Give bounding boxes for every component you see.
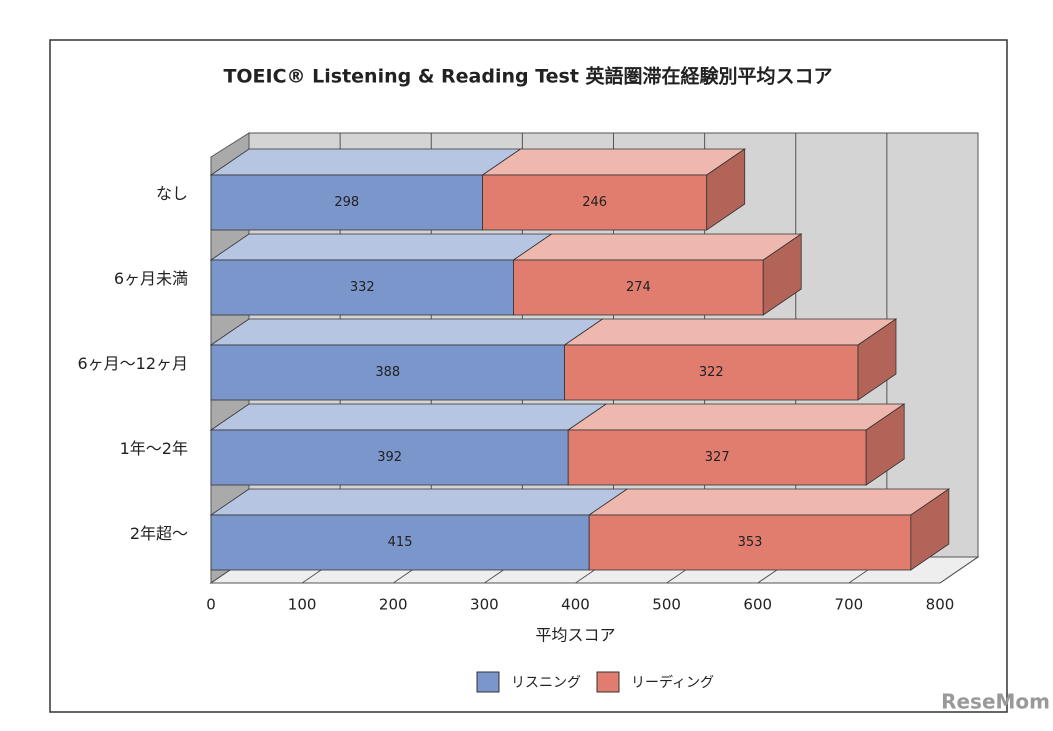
bar-top bbox=[512, 233, 803, 261]
chart-title: TOEIC® Listening & Reading Test 英語圏滞在経験別… bbox=[223, 65, 832, 88]
x-tick-label: 100 bbox=[288, 596, 317, 614]
bar-top bbox=[209, 318, 604, 346]
bar-side bbox=[857, 318, 897, 401]
legend-label: リーディング bbox=[631, 674, 714, 691]
value-label: 392 bbox=[377, 450, 402, 465]
value-label: 274 bbox=[626, 280, 651, 295]
x-tick-label: 200 bbox=[379, 596, 408, 614]
bar-top bbox=[481, 148, 747, 176]
x-tick-label: 400 bbox=[561, 596, 590, 614]
value-label: 327 bbox=[705, 450, 730, 465]
bar bbox=[210, 344, 565, 401]
bar-top bbox=[209, 233, 553, 261]
y-tick-label: なし bbox=[156, 184, 188, 203]
y-tick-label: 6ヶ月未満 bbox=[114, 269, 188, 288]
x-tick-label: 0 bbox=[206, 596, 216, 614]
floor-grid-line bbox=[939, 556, 979, 584]
x-tick-label: 700 bbox=[835, 596, 864, 614]
x-tick-label: 300 bbox=[470, 596, 499, 614]
value-label: 353 bbox=[738, 535, 763, 550]
x-tick-label: 500 bbox=[652, 596, 681, 614]
y-tick-label: 2年超～ bbox=[130, 524, 188, 543]
legend-swatch bbox=[596, 671, 620, 693]
bar-top bbox=[209, 403, 608, 431]
bar bbox=[482, 174, 708, 231]
value-label: 415 bbox=[388, 535, 413, 550]
bar bbox=[513, 259, 764, 316]
bar bbox=[210, 429, 569, 486]
value-label: 332 bbox=[350, 280, 375, 295]
bar-top bbox=[566, 403, 906, 431]
bar-side bbox=[706, 148, 746, 231]
bar-side bbox=[910, 488, 950, 571]
value-label: 298 bbox=[334, 195, 359, 210]
bar bbox=[564, 344, 859, 401]
legend-label: リスニング bbox=[511, 675, 581, 691]
bar bbox=[567, 429, 867, 486]
bar-top bbox=[587, 488, 951, 516]
legend-swatch bbox=[476, 671, 500, 693]
bar-top bbox=[209, 488, 629, 516]
bar bbox=[210, 259, 514, 316]
y-tick-label: 6ヶ月～12ヶ月 bbox=[77, 354, 188, 373]
bar-side bbox=[865, 403, 905, 486]
x-tick-label: 600 bbox=[743, 596, 772, 614]
bar bbox=[210, 174, 483, 231]
y-tick-label: 1年～2年 bbox=[120, 439, 188, 458]
x-tick-label: 800 bbox=[926, 596, 955, 614]
value-label: 322 bbox=[699, 365, 724, 380]
x-axis-label: 平均スコア bbox=[535, 626, 615, 645]
value-label: 246 bbox=[582, 195, 607, 210]
value-label: 388 bbox=[375, 365, 400, 380]
bar-top bbox=[563, 318, 898, 346]
bar-top bbox=[209, 148, 522, 176]
watermark: ReseMom bbox=[941, 690, 1050, 714]
bar bbox=[210, 514, 590, 571]
bar-side bbox=[762, 233, 802, 316]
